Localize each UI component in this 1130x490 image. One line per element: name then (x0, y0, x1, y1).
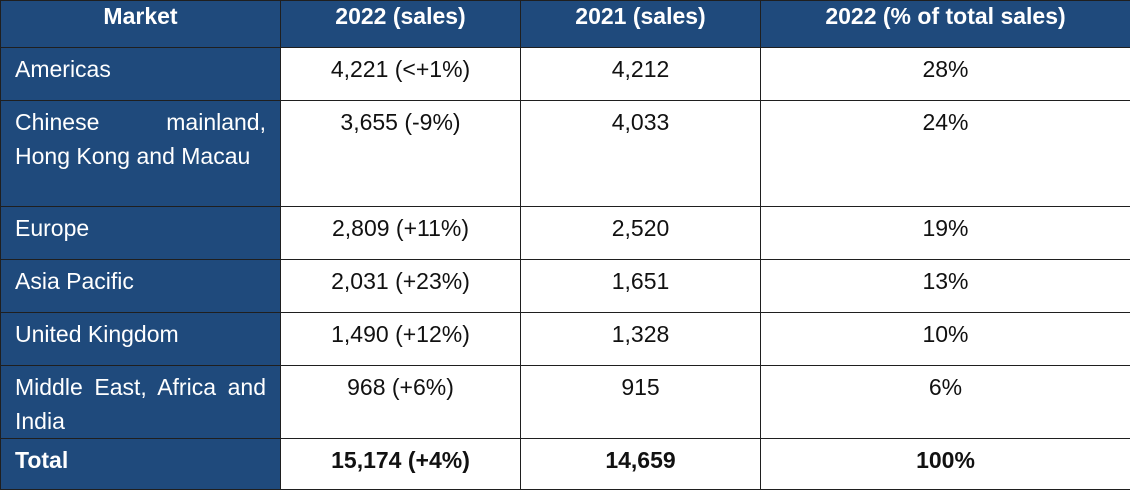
market-cell: Americas (1, 48, 281, 101)
market-cell: United Kingdom (1, 313, 281, 366)
sales-2021-cell: 1,328 (521, 313, 761, 366)
pct-2022-cell: 10% (761, 313, 1130, 366)
sales-2021-cell: 4,212 (521, 48, 761, 101)
pct-2022-cell: 28% (761, 48, 1130, 101)
table-row: Asia Pacific 2,031 (+23%) 1,651 13% (1, 260, 1130, 313)
pct-2022-cell: 24% (761, 101, 1130, 207)
pct-2022-cell: 19% (761, 207, 1130, 260)
sales-2022-cell: 1,490 (+12%) (281, 313, 521, 366)
total-label: Total (1, 439, 281, 490)
total-sales-2022: 15,174 (+4%) (281, 439, 521, 490)
sales-2022-cell: 968 (+6%) (281, 366, 521, 439)
sales-2022-cell: 4,221 (<+1%) (281, 48, 521, 101)
header-2022-pct: 2022 (% of total sales) (761, 1, 1130, 48)
header-2021-sales: 2021 (sales) (521, 1, 761, 48)
table-row: United Kingdom 1,490 (+12%) 1,328 10% (1, 313, 1130, 366)
sales-2021-cell: 1,651 (521, 260, 761, 313)
total-sales-2021: 14,659 (521, 439, 761, 490)
table-row: Americas 4,221 (<+1%) 4,212 28% (1, 48, 1130, 101)
market-cell: Chinese mainland, Hong Kong and Macau (1, 101, 281, 207)
sales-2021-cell: 4,033 (521, 101, 761, 207)
table-row: Middle East, Africa and India 968 (+6%) … (1, 366, 1130, 439)
sales-2021-cell: 2,520 (521, 207, 761, 260)
pct-2022-cell: 13% (761, 260, 1130, 313)
sales-2022-cell: 3,655 (-9%) (281, 101, 521, 207)
market-cell: Europe (1, 207, 281, 260)
table-header-row: Market 2022 (sales) 2021 (sales) 2022 (%… (1, 1, 1130, 48)
pct-2022-cell: 6% (761, 366, 1130, 439)
sales-2022-cell: 2,031 (+23%) (281, 260, 521, 313)
table-row: Chinese mainland, Hong Kong and Macau 3,… (1, 101, 1130, 207)
total-pct-2022: 100% (761, 439, 1130, 490)
header-market: Market (1, 1, 281, 48)
table-row: Europe 2,809 (+11%) 2,520 19% (1, 207, 1130, 260)
sales-2021-cell: 915 (521, 366, 761, 439)
total-row: Total 15,174 (+4%) 14,659 100% (1, 439, 1130, 490)
market-cell: Middle East, Africa and India (1, 366, 281, 439)
market-cell: Asia Pacific (1, 260, 281, 313)
header-2022-sales: 2022 (sales) (281, 1, 521, 48)
sales-2022-cell: 2,809 (+11%) (281, 207, 521, 260)
